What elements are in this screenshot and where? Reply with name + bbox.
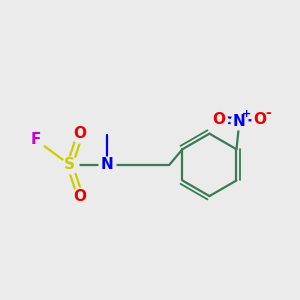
Text: O: O: [254, 112, 267, 127]
Text: O: O: [212, 112, 225, 127]
Text: S: S: [64, 158, 75, 172]
Text: -: -: [266, 106, 272, 120]
Text: N: N: [233, 113, 246, 128]
Text: N: N: [100, 158, 113, 172]
Text: O: O: [74, 126, 87, 141]
Text: F: F: [30, 132, 41, 147]
Text: +: +: [242, 110, 251, 119]
Text: O: O: [74, 189, 87, 204]
